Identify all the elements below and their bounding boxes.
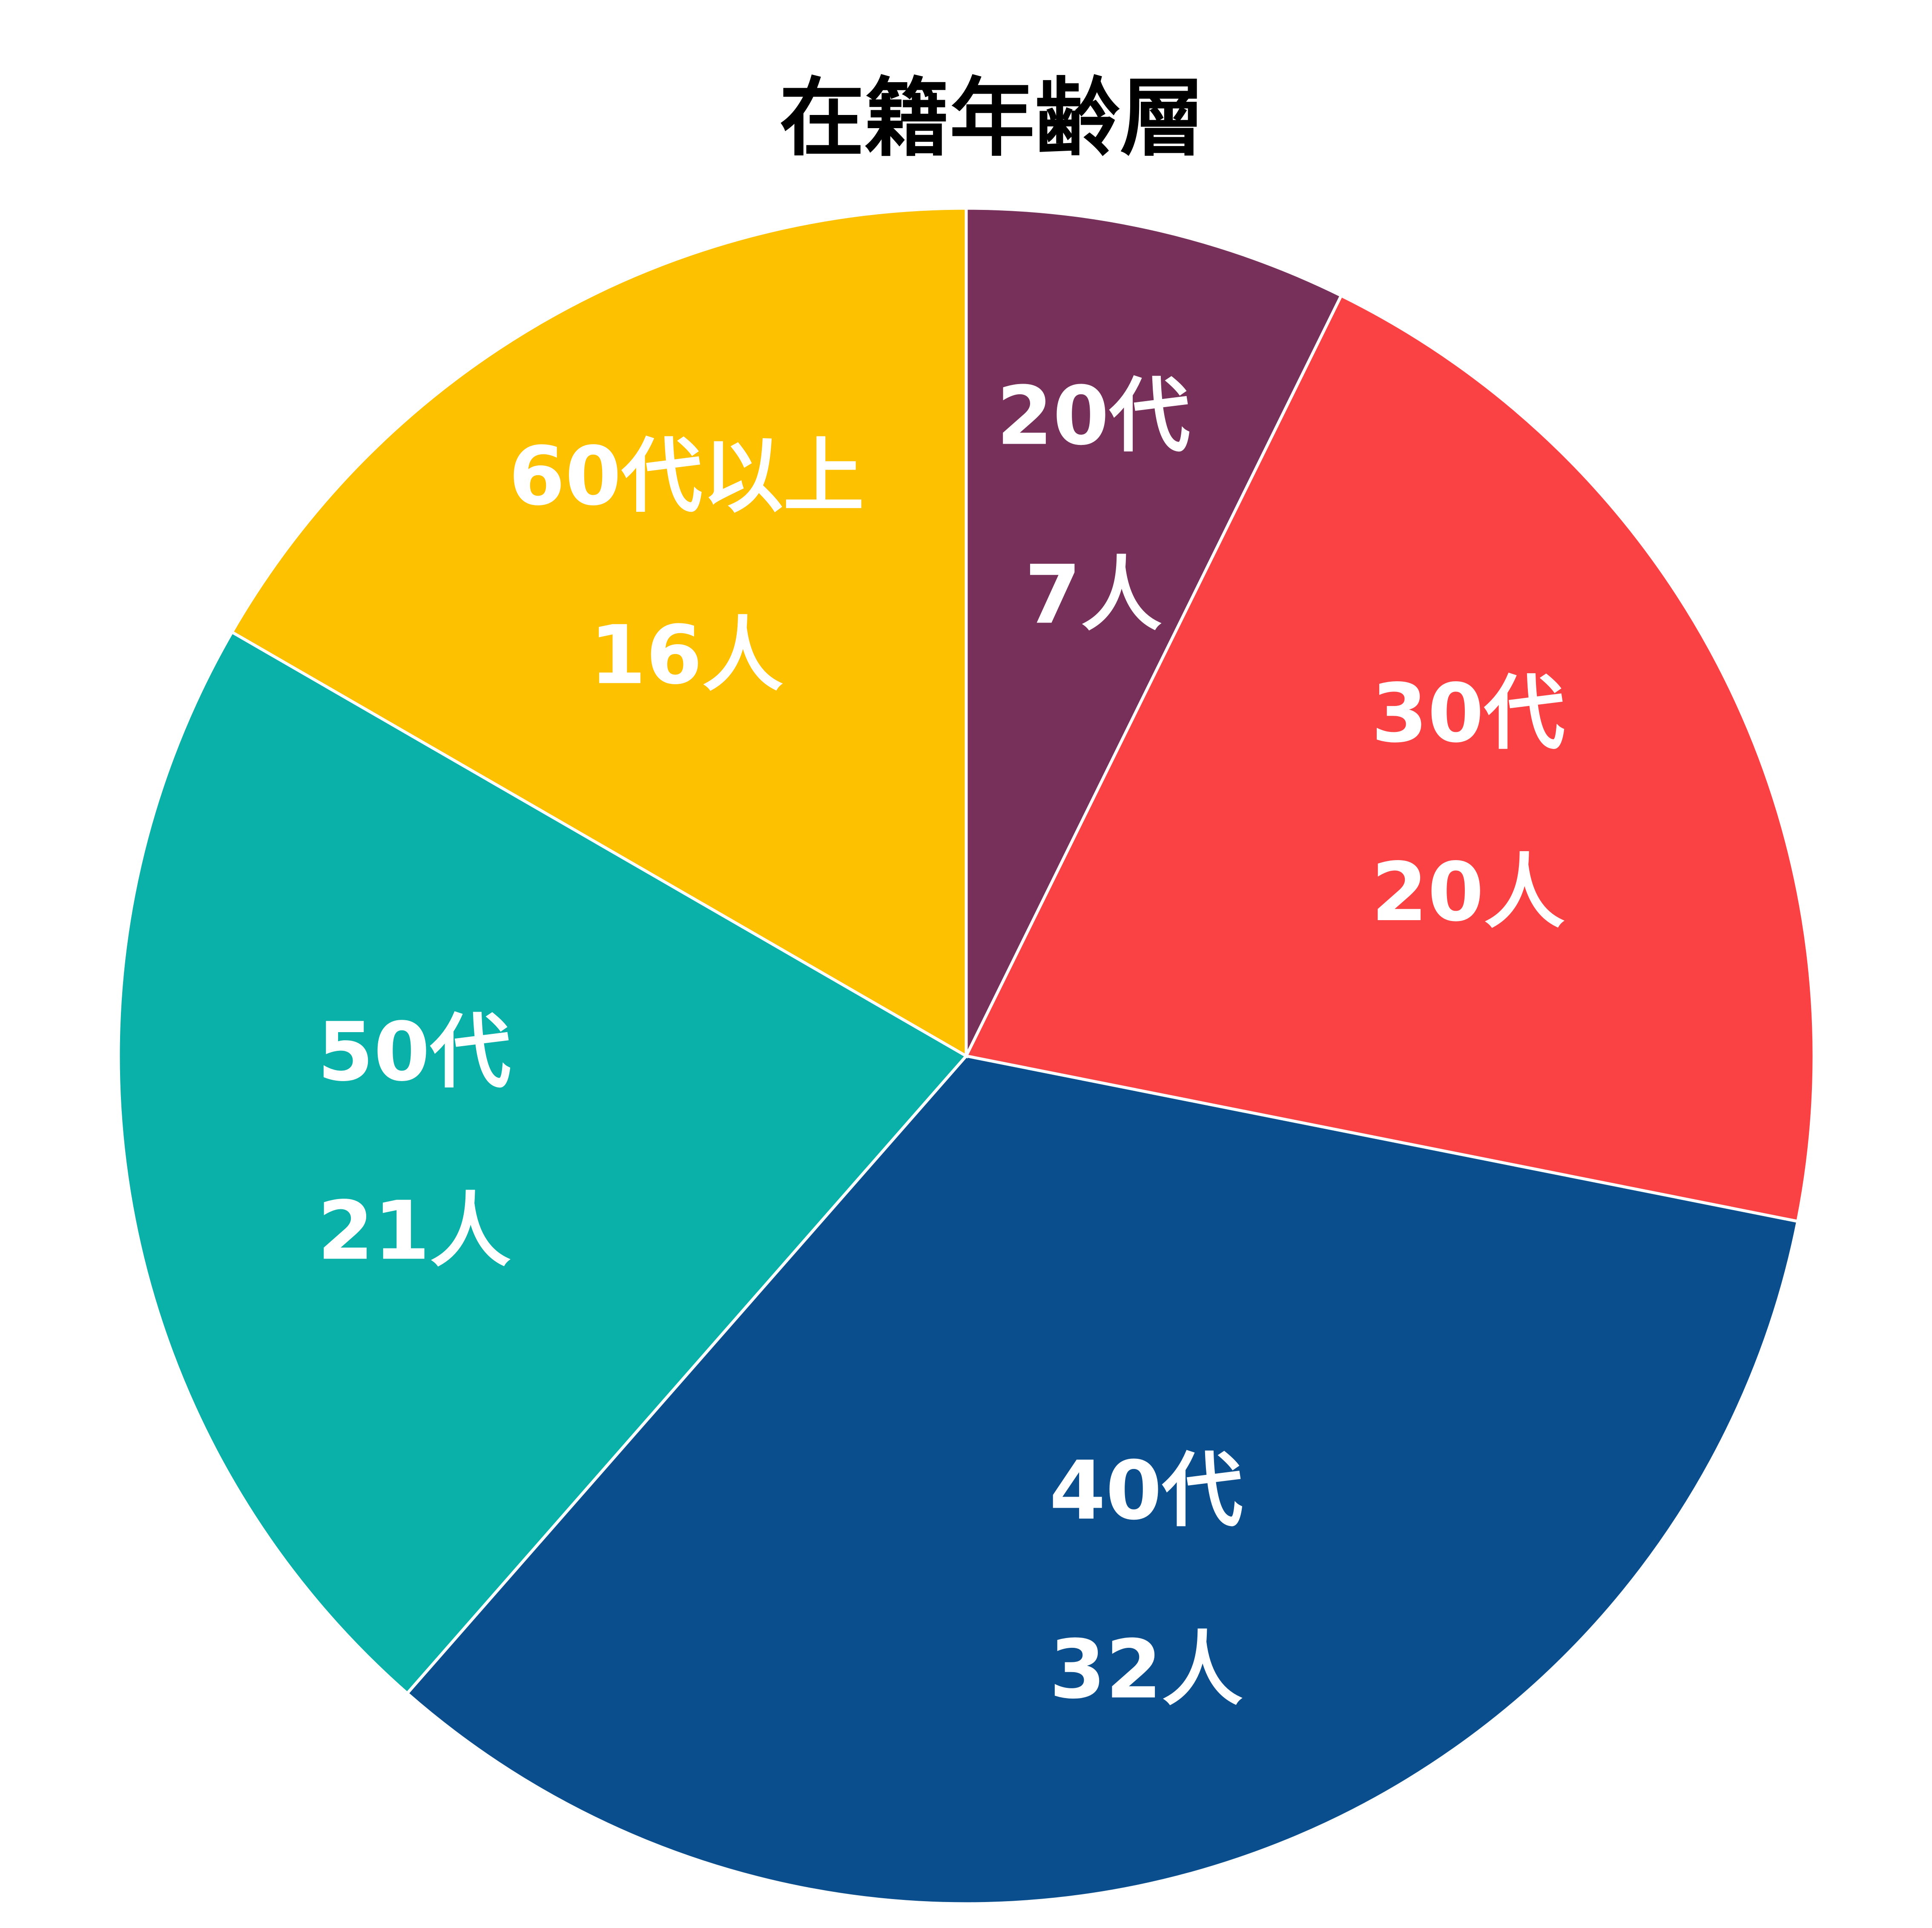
pie-slice	[964, 293, 1816, 1223]
slice-value-label: 16人	[590, 608, 783, 702]
slice-category-label: 40代	[1049, 1444, 1243, 1538]
slice-category-label: 60代以上	[509, 429, 864, 523]
pie-slice	[117, 630, 969, 1696]
pie-slice	[230, 207, 968, 1059]
chart-title: 在籍年齢層	[779, 69, 1205, 168]
slice-value-label: 32人	[1049, 1623, 1243, 1717]
slice-value-label: 7人	[1025, 548, 1162, 642]
pie-slice	[405, 1054, 1800, 1905]
slice-category-label: 30代	[1371, 666, 1565, 760]
slice-category-label: 20代	[996, 369, 1190, 463]
pie-slice	[965, 207, 1344, 1057]
slice-value-label: 20人	[1371, 845, 1565, 939]
slice-category-label: 50代	[317, 1005, 511, 1099]
slice-value-label: 21人	[317, 1184, 511, 1278]
